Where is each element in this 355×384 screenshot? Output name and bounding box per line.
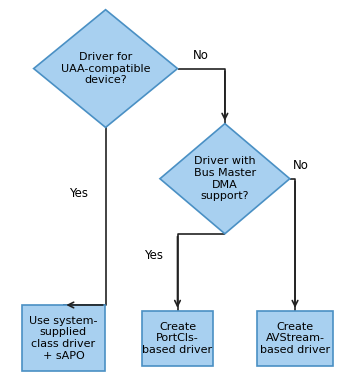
FancyBboxPatch shape — [22, 305, 105, 371]
FancyBboxPatch shape — [142, 311, 213, 366]
Text: No: No — [193, 49, 209, 62]
Polygon shape — [34, 10, 178, 127]
Text: No: No — [293, 159, 309, 172]
Text: Use system-
supplied
class driver
+ sAPO: Use system- supplied class driver + sAPO — [29, 316, 98, 361]
Text: Create
AVStream-
based driver: Create AVStream- based driver — [260, 322, 330, 355]
Text: Driver with
Bus Master
DMA
support?: Driver with Bus Master DMA support? — [194, 156, 256, 201]
Text: Create
PortCls-
based driver: Create PortCls- based driver — [142, 322, 213, 355]
Text: Yes: Yes — [69, 187, 88, 200]
Polygon shape — [160, 124, 290, 234]
Text: Yes: Yes — [144, 249, 163, 262]
FancyBboxPatch shape — [257, 311, 333, 366]
Text: Driver for
UAA-compatible
device?: Driver for UAA-compatible device? — [61, 52, 150, 85]
